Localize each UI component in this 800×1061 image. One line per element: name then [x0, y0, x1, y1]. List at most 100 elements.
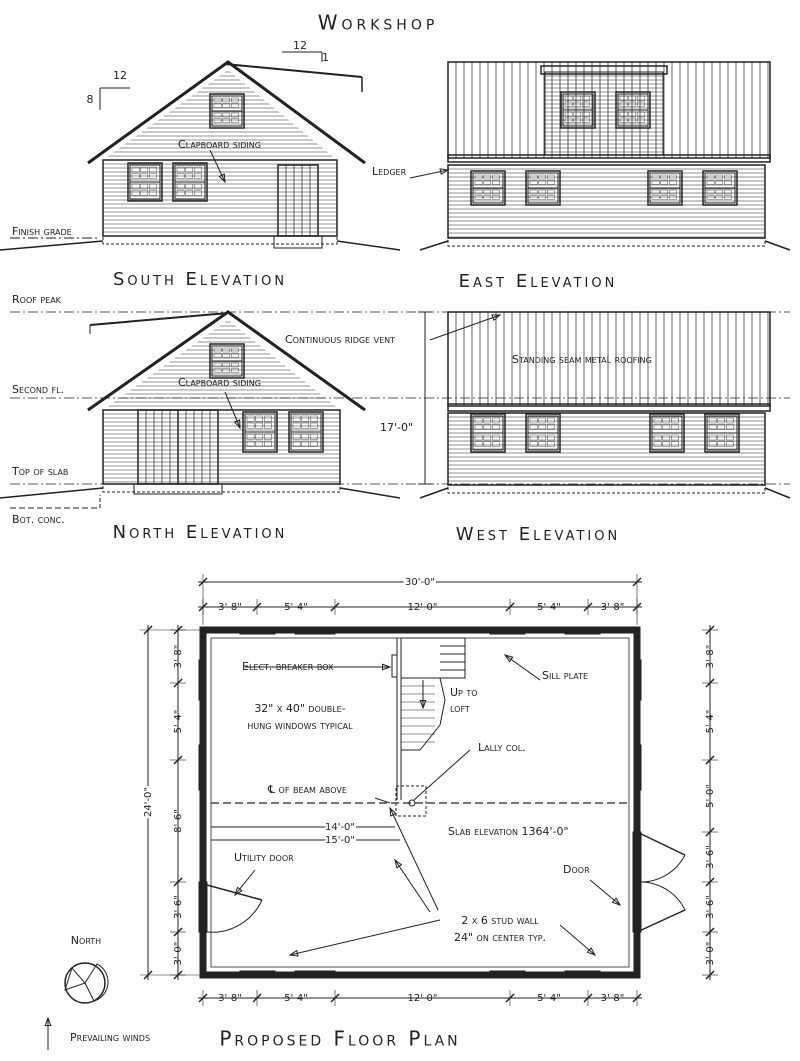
pane	[547, 189, 555, 195]
pane	[653, 434, 662, 441]
pane	[715, 195, 724, 200]
pane	[474, 189, 483, 195]
pane	[185, 190, 194, 196]
pane	[310, 433, 318, 440]
pane	[246, 433, 255, 440]
inner-wall	[210, 637, 630, 968]
pane	[671, 434, 679, 441]
pane	[483, 417, 492, 424]
door	[277, 164, 319, 237]
pane	[660, 189, 669, 195]
pane	[310, 415, 318, 422]
pane	[301, 440, 310, 447]
pane	[706, 189, 715, 195]
elevation-label: South Elevation	[113, 269, 287, 290]
step	[273, 235, 323, 249]
line	[374, 797, 391, 804]
pane	[547, 417, 555, 424]
pane	[538, 195, 547, 200]
slope-rise: 8	[87, 93, 94, 106]
pane	[726, 424, 734, 430]
line	[0, 487, 104, 499]
pane	[194, 190, 202, 196]
line	[224, 63, 363, 78]
note: 24" on center typ.	[454, 931, 546, 944]
pane	[726, 417, 734, 424]
dormer-roof	[540, 65, 668, 75]
pane	[715, 180, 724, 185]
pane	[222, 362, 231, 368]
line	[0, 240, 104, 251]
pane	[131, 190, 140, 196]
pane	[474, 441, 483, 447]
pane	[492, 434, 500, 441]
pane	[492, 441, 500, 447]
pane	[222, 112, 231, 118]
level-label: Bot. conc.	[12, 513, 65, 526]
note: Door	[563, 863, 590, 876]
pane	[653, 424, 662, 430]
pane	[724, 180, 732, 185]
pane	[717, 441, 726, 447]
pane	[231, 103, 239, 108]
pane	[708, 424, 717, 430]
pane	[264, 415, 272, 422]
breaker	[391, 654, 398, 678]
lally	[395, 785, 427, 817]
pane	[529, 441, 538, 447]
elevation-label: West Elevation	[456, 524, 620, 545]
pane	[529, 434, 538, 441]
line	[419, 487, 449, 499]
line	[764, 487, 791, 499]
pane	[213, 353, 222, 358]
pane	[708, 417, 717, 424]
pane	[483, 180, 492, 185]
level-label: Top of slab	[11, 465, 68, 478]
line	[89, 312, 229, 326]
note: Elect. breaker box	[242, 660, 334, 673]
line	[764, 240, 791, 251]
level-label: Second fl.	[12, 383, 64, 396]
pane	[708, 434, 717, 441]
note: Sill plate	[542, 669, 588, 682]
pane	[292, 433, 301, 440]
line	[409, 169, 449, 179]
door-swing	[206, 899, 263, 933]
pane	[292, 415, 301, 422]
pane	[547, 180, 555, 185]
line	[589, 879, 621, 906]
note: 2 x 6 stud wall	[461, 914, 539, 927]
line	[559, 924, 596, 956]
door-swing	[636, 854, 686, 883]
wall	[102, 159, 338, 237]
pane	[492, 195, 500, 200]
note: Standing seam metal roofing	[512, 353, 652, 366]
sash	[174, 164, 206, 183]
pane	[474, 195, 483, 200]
note: Ledger	[372, 165, 407, 178]
pane	[717, 424, 726, 430]
pane	[708, 441, 717, 447]
note: Continuous ridge vent	[285, 333, 395, 346]
pane	[706, 180, 715, 185]
line	[419, 240, 449, 251]
pane	[292, 440, 301, 447]
dim: 30'-0"	[405, 577, 435, 588]
pane	[538, 434, 547, 441]
pane	[529, 189, 538, 195]
pane	[651, 180, 660, 185]
line	[209, 149, 226, 183]
pane	[651, 189, 660, 195]
pane	[660, 195, 669, 200]
line	[234, 869, 256, 896]
level-label: Finish grade	[12, 225, 72, 238]
pane	[547, 195, 555, 200]
pane	[231, 362, 239, 368]
compass-needle	[64, 966, 86, 991]
note: loft	[450, 702, 470, 715]
pane	[264, 433, 272, 440]
slope-run: 12	[113, 69, 127, 82]
note: ℄ of beam above	[267, 783, 347, 796]
pane	[246, 415, 255, 422]
pane	[492, 417, 500, 424]
